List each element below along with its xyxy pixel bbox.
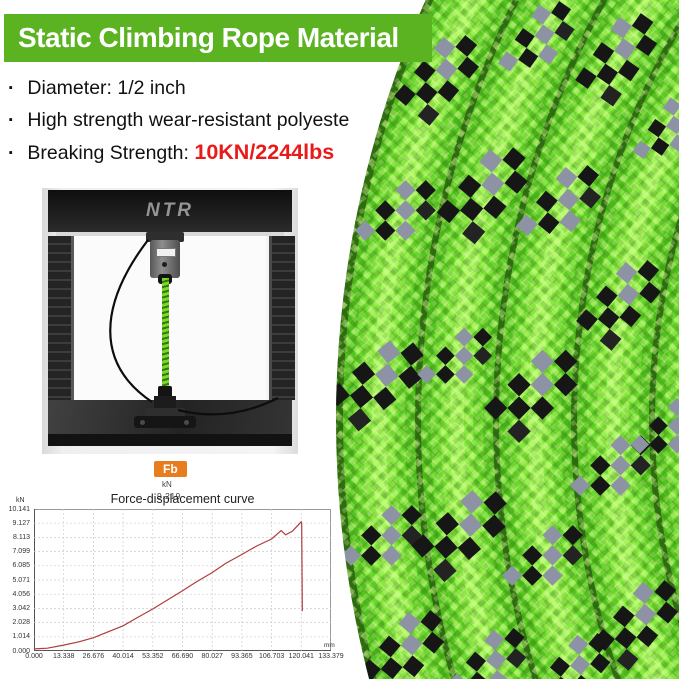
- machine-right-column: [269, 236, 295, 400]
- machine-brand-logo: NTR: [145, 200, 195, 221]
- rope-specimen: [162, 278, 169, 390]
- y-axis-unit-label: kN: [16, 497, 25, 504]
- load-cell-label: [156, 248, 176, 257]
- y-tick-label: 1.014: [12, 633, 30, 641]
- machine-crosshead: NTR: [48, 190, 292, 232]
- spec-item-diameter: · Diameter: 1/2 inch: [8, 72, 349, 104]
- x-tick-label: 53.352: [142, 653, 164, 660]
- x-tick-label: 40.014: [112, 653, 134, 660]
- breaking-strength-value: 10KN/2244lbs: [194, 140, 335, 164]
- x-tick-label: 26.676: [82, 653, 105, 660]
- y-tick-label: 6.085: [12, 562, 30, 570]
- y-tick-label: 9.127: [12, 519, 30, 527]
- y-tick-label: 2.028: [12, 619, 30, 627]
- spec-item-material: · High strength wear-resistant polyeste: [8, 104, 349, 136]
- sensor-cable: [109, 239, 279, 416]
- y-tick-label: 5.071: [12, 576, 30, 584]
- spec-item-breaking-strength: · Breaking Strength: 10KN/2244lbs: [8, 136, 349, 168]
- load-cell-bolt: [162, 262, 167, 267]
- machine-base-front: [48, 434, 292, 446]
- x-tick-label: 133.379: [318, 653, 344, 660]
- flange-bolt: [184, 420, 189, 425]
- page-title-text: Static Climbing Rope Material: [18, 22, 399, 53]
- bullet-dot-icon: ·: [8, 109, 15, 131]
- force-displacement-chart: Force-displacement curve kN 10.141 9.127 8…: [8, 492, 344, 674]
- tensile-test-machine-photo: NTR: [42, 188, 298, 454]
- y-tick-label: 10.141: [8, 505, 30, 513]
- x-tick-label: 120.041: [288, 653, 314, 660]
- x-tick-labels: 0.000 13.338 26.676 40.014 53.352 66.690 80.02…: [25, 653, 343, 663]
- plot-area: [33, 509, 331, 651]
- y-tick-label: 0.000: [12, 647, 30, 655]
- machine-left-column: [48, 236, 74, 400]
- flange-bolt: [140, 420, 145, 425]
- bottom-fixture-flange: [134, 416, 196, 428]
- x-tick-label: 80.027: [201, 653, 223, 660]
- bottom-fixture-disc: [145, 408, 185, 418]
- spec-text: Breaking Strength:: [27, 142, 195, 164]
- spec-text: Diameter: 1/2 inch: [27, 77, 186, 99]
- y-tick-labels: 10.141 9.127 8.113 7.099 6.085 5.071 4.056 3.04…: [8, 505, 32, 655]
- chart-title: Force-displacement curve: [110, 492, 255, 506]
- readout-unit: kN: [162, 480, 172, 489]
- fb-badge: Fb: [154, 461, 187, 477]
- bottom-fixture-neck: [154, 396, 176, 410]
- x-tick-label: 13.338: [52, 653, 75, 660]
- force-readout: Fb kN 9.219: [146, 460, 187, 501]
- y-tick-label: 3.042: [12, 604, 30, 612]
- x-tick-label: 106.703: [258, 653, 285, 660]
- bullet-dot-icon: ·: [8, 77, 15, 99]
- spec-list: · Diameter: 1/2 inch · High strength wea…: [8, 72, 349, 168]
- load-cell-mount: [146, 232, 184, 242]
- rope-bottom-clamp: [158, 386, 172, 398]
- y-tick-label: 8.113: [13, 533, 30, 541]
- load-cell: [150, 240, 180, 278]
- readout-value: 9.219: [157, 491, 181, 501]
- x-tick-label: 0.000: [25, 653, 43, 660]
- page-title: Static Climbing Rope Material: [4, 14, 432, 62]
- y-tick-label: 4.056: [12, 590, 30, 598]
- x-tick-label: 93.365: [231, 653, 253, 660]
- x-tick-label: 66.690: [171, 653, 194, 660]
- bullet-dot-icon: ·: [8, 142, 15, 164]
- x-axis-unit-label: mm: [324, 642, 335, 649]
- plot-svg: [33, 509, 331, 651]
- y-tick-label: 7.099: [12, 548, 30, 556]
- spec-text: High strength wear-resistant polyeste: [27, 109, 350, 131]
